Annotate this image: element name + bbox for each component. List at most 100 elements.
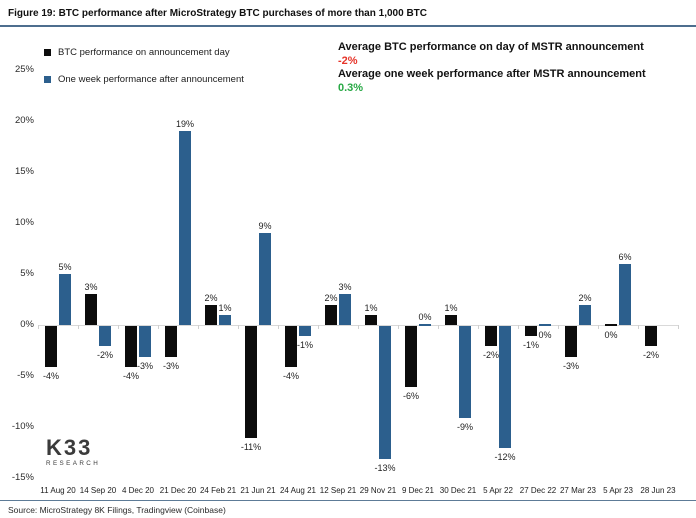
bar-value-label: 6% [618, 251, 632, 262]
y-axis-label: -15% [11, 472, 34, 483]
bar-announcement-day [645, 326, 657, 347]
bar-value-label: 19% [175, 119, 194, 130]
bar-one-week [379, 326, 391, 459]
x-axis-tick [318, 325, 319, 329]
legend-label-announcement-day: BTC performance on announcement day [58, 47, 230, 58]
bar-announcement-day [245, 326, 257, 439]
y-axis-label: 10% [14, 217, 34, 228]
bar-value-label: -1% [296, 340, 313, 351]
x-axis-label: 5 Apr 22 [483, 486, 513, 495]
legend-swatch-black-icon [44, 49, 51, 56]
bar-value-label: -13% [374, 462, 396, 473]
footer-divider [0, 500, 696, 501]
figure-title: Figure 19: BTC performance after MicroSt… [8, 8, 427, 19]
x-axis-tick [38, 325, 39, 329]
bar-announcement-day [325, 304, 337, 325]
y-axis-label: 15% [14, 166, 34, 177]
bar-announcement-day [405, 326, 417, 388]
bar-value-label: 1% [364, 302, 378, 313]
bar-value-label: 2% [578, 292, 592, 303]
bar-announcement-day [365, 314, 377, 325]
bar-value-label: -4% [282, 370, 299, 381]
bar-announcement-day [125, 326, 137, 367]
bar-one-week [339, 294, 351, 325]
bar-one-week [139, 326, 151, 357]
bar-value-label: -3% [562, 360, 579, 371]
x-axis-label: 30 Dec 21 [439, 486, 477, 495]
bar-one-week [299, 326, 311, 337]
bar-one-week [539, 324, 551, 326]
bar-value-label: 2% [324, 292, 338, 303]
y-axis-label: -5% [17, 370, 34, 381]
bar-value-label: -6% [402, 391, 419, 402]
x-axis-label: 29 Nov 21 [359, 486, 397, 495]
annotation-day-value: -2% [338, 55, 358, 67]
x-axis-label: 24 Aug 21 [279, 486, 317, 495]
bar-value-label: -2% [96, 350, 113, 361]
x-axis-label: 27 Mar 23 [559, 486, 597, 495]
bar-announcement-day [285, 326, 297, 367]
x-axis-tick [398, 325, 399, 329]
bar-one-week [99, 326, 111, 347]
bar-one-week [459, 326, 471, 418]
annotation-week-label: Average one week performance after MSTR … [338, 68, 646, 80]
bar-announcement-day [45, 326, 57, 367]
y-axis-label: -10% [11, 421, 34, 432]
bar-value-label: 0% [538, 330, 552, 340]
bar-announcement-day [565, 326, 577, 357]
logo-title: K33 [46, 435, 93, 460]
bar-value-label: 0% [418, 312, 432, 322]
x-axis-label: 9 Dec 21 [401, 486, 435, 495]
x-axis-tick [478, 325, 479, 329]
x-axis-label: 4 Dec 20 [121, 486, 155, 495]
annotation-week-value: 0.3% [338, 82, 364, 94]
bar-value-label: 3% [338, 282, 352, 293]
bar-one-week [579, 304, 591, 325]
x-axis-label: 5 Apr 23 [603, 486, 633, 495]
x-axis-tick [678, 325, 679, 329]
bar-one-week [499, 326, 511, 449]
bar-value-label: -4% [42, 370, 59, 381]
bar-value-label: 1% [444, 302, 458, 313]
bar-announcement-day [165, 326, 177, 357]
x-axis-tick [358, 325, 359, 329]
bar-value-label: 0% [604, 330, 618, 340]
x-axis-tick [78, 325, 79, 329]
legend-item-announcement-day: BTC performance on announcement day [44, 47, 230, 58]
x-axis-tick [158, 325, 159, 329]
bar-value-label: 1% [218, 302, 232, 313]
bar-one-week [619, 263, 631, 325]
source-note: Source: MicroStrategy 8K Filings, Tradin… [8, 505, 226, 515]
bar-value-label: -4% [122, 370, 139, 381]
x-axis-tick [638, 325, 639, 329]
bar-value-label: 5% [58, 262, 72, 272]
bar-announcement-day [485, 326, 497, 347]
k33-research-logo: K33 RESEARCH [46, 435, 100, 468]
bar-value-label: 2% [204, 292, 218, 303]
y-axis-label: 25% [14, 64, 34, 75]
bar-one-week [419, 324, 431, 326]
legend-swatch-blue-icon [44, 76, 51, 83]
x-axis-label: 27 Dec 22 [519, 486, 557, 495]
bar-value-label: 9% [258, 221, 272, 232]
x-axis-tick [238, 325, 239, 329]
y-axis-label: 5% [20, 268, 34, 279]
bar-value-label: -2% [482, 350, 499, 361]
bar-value-label: -11% [240, 442, 262, 453]
x-axis-label: 28 Jun 23 [640, 486, 676, 495]
bar-announcement-day [445, 314, 457, 325]
x-axis-label: 14 Sep 20 [79, 486, 117, 495]
x-axis-tick [198, 325, 199, 329]
x-axis-tick [598, 325, 599, 329]
bar-one-week [59, 274, 71, 325]
y-axis-label: 20% [14, 115, 34, 126]
x-axis-tick [118, 325, 119, 329]
x-axis-label: 21 Dec 20 [159, 486, 197, 495]
x-axis-tick [278, 325, 279, 329]
y-axis-label: 0% [20, 319, 34, 330]
bar-one-week [259, 233, 271, 325]
x-axis-label: 24 Feb 21 [199, 486, 237, 495]
x-axis-tick [558, 325, 559, 329]
bar-value-label: -3% [136, 360, 153, 371]
